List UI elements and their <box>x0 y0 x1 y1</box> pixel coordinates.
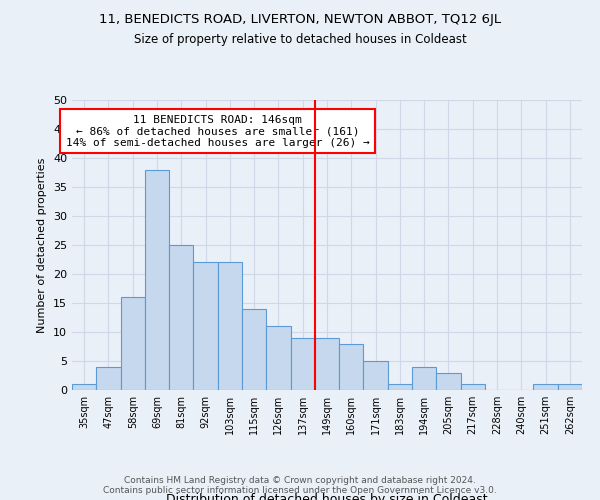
Text: 11, BENEDICTS ROAD, LIVERTON, NEWTON ABBOT, TQ12 6JL: 11, BENEDICTS ROAD, LIVERTON, NEWTON ABB… <box>99 12 501 26</box>
Bar <box>461 384 485 390</box>
Bar <box>242 309 266 390</box>
Bar <box>339 344 364 390</box>
X-axis label: Distribution of detached houses by size in Coldeast: Distribution of detached houses by size … <box>166 492 488 500</box>
Bar <box>218 262 242 390</box>
Bar <box>412 367 436 390</box>
Bar <box>388 384 412 390</box>
Bar <box>315 338 339 390</box>
Y-axis label: Number of detached properties: Number of detached properties <box>37 158 47 332</box>
Bar <box>558 384 582 390</box>
Text: 11 BENEDICTS ROAD: 146sqm
← 86% of detached houses are smaller (161)
14% of semi: 11 BENEDICTS ROAD: 146sqm ← 86% of detac… <box>66 114 370 148</box>
Bar <box>266 326 290 390</box>
Bar <box>436 372 461 390</box>
Bar <box>364 361 388 390</box>
Bar <box>121 297 145 390</box>
Bar <box>96 367 121 390</box>
Bar <box>290 338 315 390</box>
Text: Contains HM Land Registry data © Crown copyright and database right 2024.
Contai: Contains HM Land Registry data © Crown c… <box>103 476 497 495</box>
Bar <box>193 262 218 390</box>
Bar <box>145 170 169 390</box>
Text: Size of property relative to detached houses in Coldeast: Size of property relative to detached ho… <box>134 32 466 46</box>
Bar <box>169 245 193 390</box>
Bar <box>72 384 96 390</box>
Bar <box>533 384 558 390</box>
